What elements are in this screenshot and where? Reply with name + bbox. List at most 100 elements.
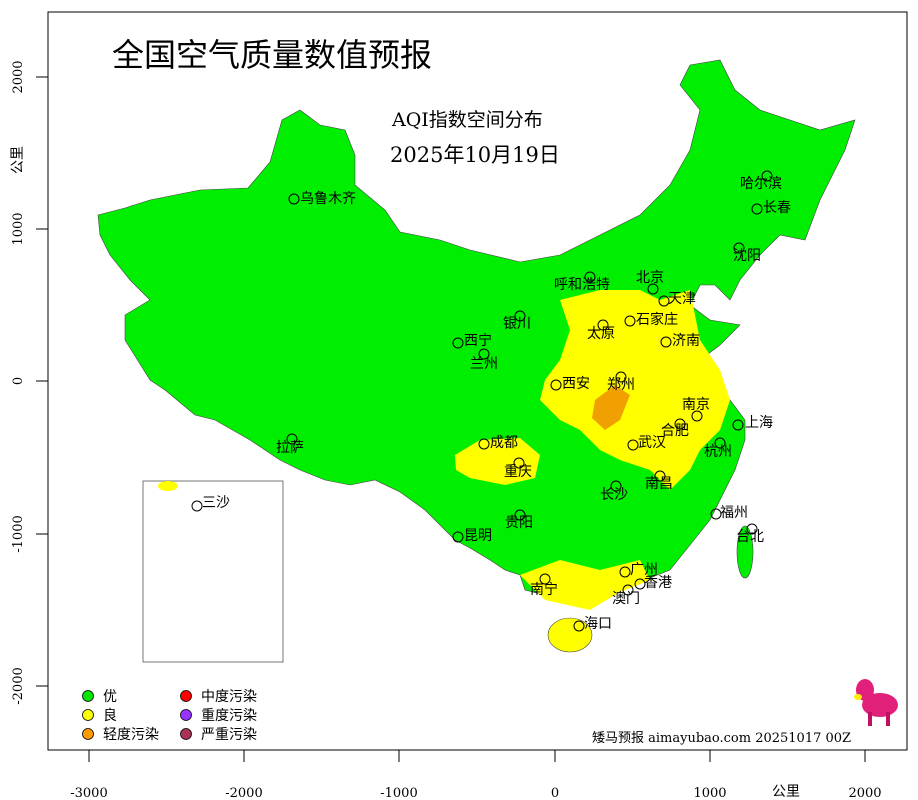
city-marker: 香港 — [634, 575, 672, 591]
city-label: 合肥 — [661, 423, 689, 439]
y-tick-label: -1000 — [11, 515, 26, 552]
city-circle-icon — [710, 508, 722, 520]
city-label: 银川 — [503, 316, 531, 332]
city-circle-icon — [654, 470, 666, 482]
city-marker: 兰州 — [470, 348, 498, 372]
city-marker: 郑州 — [607, 371, 635, 393]
x-axis-unit: 公里 — [772, 784, 800, 800]
axes: -3000 -2000 -1000 0 1000 2000 2000 1000 0 -1000 -2… — [10, 60, 882, 800]
city-circle-icon — [550, 379, 562, 391]
city-circle-icon — [514, 310, 526, 322]
city-marker: 天津 — [658, 291, 696, 307]
city-circle-icon — [539, 573, 551, 585]
city-label: 海口 — [584, 616, 612, 632]
city-circle-icon — [478, 348, 490, 360]
city-marker: 太原 — [587, 319, 615, 342]
city-label: 乌鲁木齐 — [300, 191, 356, 207]
city-marker: 三沙 — [191, 495, 230, 512]
city-label: 南宁 — [530, 581, 558, 598]
city-label: 沈阳 — [733, 248, 761, 264]
city-marker: 福州 — [710, 505, 748, 521]
city-marker: 哈尔滨 — [740, 170, 782, 192]
x-tick-label: 2000 — [848, 786, 881, 800]
city-label: 三沙 — [202, 495, 230, 511]
city-marker: 南昌 — [645, 470, 673, 492]
city-marker: 昆明 — [452, 528, 492, 544]
x-tick-label: -1000 — [380, 786, 417, 800]
credit-text: 矮马预报 aimayubao.com 20251017 00Z — [592, 731, 851, 746]
y-tick-label: 1000 — [11, 212, 26, 245]
legend-swatch-icon — [82, 728, 94, 740]
city-marker: 北京 — [636, 270, 664, 295]
city-marker: 西宁 — [452, 332, 492, 349]
taiwan-island — [736, 525, 754, 579]
city-marker: 杭州 — [704, 437, 732, 460]
city-label: 北京 — [636, 270, 664, 286]
good-region-yellow-north — [540, 290, 730, 490]
city-marker: 沈阳 — [733, 242, 761, 264]
city-circle-icon — [452, 337, 464, 349]
city-circle-icon — [660, 336, 672, 348]
city-marker: 上海 — [732, 415, 773, 431]
y-tick-label: 2000 — [11, 60, 26, 93]
city-label: 台北 — [736, 529, 764, 545]
city-circle-icon — [452, 531, 464, 543]
city-label: 拉萨 — [276, 440, 304, 456]
legend-swatch-icon — [82, 690, 94, 702]
x-tick-label: -2000 — [225, 786, 262, 800]
y-tick-label: -2000 — [11, 667, 26, 704]
city-label: 石家庄 — [636, 311, 678, 328]
map-title: 全国空气质量数值预报 — [112, 36, 432, 74]
city-circle-icon — [732, 419, 744, 431]
city-marker: 贵阳 — [505, 509, 533, 531]
good-region-yellow-sichuan — [455, 438, 540, 485]
city-circle-icon — [674, 418, 686, 430]
city-marker: 石家庄 — [624, 311, 678, 328]
city-label: 呼和浩特 — [554, 277, 610, 293]
city-label: 武汉 — [638, 435, 666, 451]
city-marker: 西安 — [550, 376, 590, 392]
x-tick-label: 0 — [551, 786, 559, 800]
city-marker: 银川 — [503, 310, 531, 332]
city-circle-icon — [191, 500, 203, 512]
good-region-yellow-south — [520, 560, 650, 610]
city-marker: 长春 — [751, 200, 791, 216]
city-label: 哈尔滨 — [740, 176, 782, 192]
city-circle-icon — [514, 509, 526, 521]
city-marker: 呼和浩特 — [554, 271, 610, 293]
city-circle-icon — [584, 271, 596, 283]
city-circle-icon — [647, 283, 659, 295]
city-marker: 济南 — [660, 333, 700, 349]
city-label: 长沙 — [600, 487, 628, 503]
city-label: 重庆 — [504, 464, 532, 480]
city-marker: 拉萨 — [276, 433, 304, 456]
city-marker: 澳门 — [612, 584, 640, 607]
city-label: 长春 — [763, 200, 791, 216]
legend-label: 重度污染 — [201, 708, 257, 724]
city-label: 济南 — [672, 333, 700, 349]
city-circle-icon — [615, 371, 627, 383]
y-axis-unit: 公里 — [10, 146, 26, 174]
legend-label: 严重污染 — [201, 727, 257, 743]
city-circle-icon — [513, 457, 525, 469]
city-label: 南京 — [682, 397, 710, 413]
city-label: 成都 — [490, 435, 518, 451]
legend-swatch-icon — [180, 709, 192, 721]
city-circle-icon — [624, 315, 636, 327]
map-date: 2025年10月19日 — [390, 143, 560, 167]
city-label: 郑州 — [607, 377, 635, 393]
legend-swatch-icon — [180, 728, 192, 740]
city-circle-icon — [573, 620, 585, 632]
legend-label: 中度污染 — [201, 689, 257, 705]
city-label: 贵阳 — [505, 515, 533, 531]
legend-swatch-icon — [82, 709, 94, 721]
city-marker: 重庆 — [504, 457, 532, 480]
legend-swatch-icon — [180, 690, 192, 702]
city-label: 广州 — [630, 562, 658, 578]
city-circle-icon — [714, 437, 726, 449]
city-circle-icon — [658, 295, 670, 307]
horse-logo — [854, 679, 898, 726]
city-circle-icon — [746, 523, 758, 535]
